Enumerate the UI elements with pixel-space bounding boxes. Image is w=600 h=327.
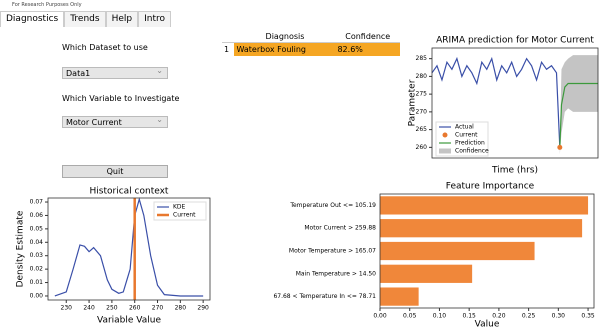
bar [380, 264, 473, 283]
x-axis-label: Variable Value [97, 316, 161, 326]
current-point [557, 144, 563, 150]
bar [380, 219, 583, 238]
cell: 82.6% [335, 42, 400, 56]
y-tick-label: 280 [416, 73, 428, 80]
x-tick-label: 240 [83, 305, 95, 312]
tab-bar: Diagnostics Trends Help Intro [0, 11, 171, 27]
chart-title: ARIMA prediction for Motor Current [436, 36, 594, 46]
header-row: Diagnosis Confidence [222, 31, 400, 43]
x-tick-label: 0.15 [462, 313, 476, 320]
window-title: For Research Purposes Only [12, 2, 82, 8]
tab[interactable]: Trends [64, 11, 106, 27]
legend-label: Prediction [455, 140, 485, 147]
plot-frame [379, 193, 595, 309]
column-header: Confidence [335, 31, 400, 43]
y-tick-label: 0.06 [30, 212, 44, 219]
confidence-band [559, 55, 598, 155]
legend-label: Actual [455, 124, 474, 131]
x-tick-label: 0.00 [373, 313, 387, 320]
diagnosis-table: Diagnosis Confidence 1 Waterbox Fouling 8… [222, 31, 400, 56]
y-axis-label: Density Estimate [16, 210, 26, 287]
column-header: Diagnosis [234, 31, 336, 43]
y-axis-label: Parameter [408, 79, 418, 126]
x-tick-label: 0.25 [522, 313, 536, 320]
x-tick-label: 0.35 [581, 313, 595, 320]
y-tick-label: 0.04 [30, 239, 44, 246]
x-tick-label: 260 [129, 305, 141, 312]
x-tick-label: 270 [152, 305, 164, 312]
y-tick-label: 275 [416, 91, 428, 98]
plot-frame [431, 47, 599, 159]
tab[interactable]: Intro [138, 11, 171, 27]
x-tick-label: 280 [175, 305, 187, 312]
category-label: Motor Temperature > 165.07 [289, 248, 376, 255]
x-axis-label: Value [475, 320, 500, 327]
series-line [559, 82, 598, 148]
quit-button[interactable]: Quit [62, 165, 168, 178]
row[interactable]: 1 Waterbox Fouling 82.6% [222, 42, 400, 56]
legend-swatch [442, 132, 448, 138]
y-tick-label: 265 [416, 126, 428, 133]
cell: Waterbox Fouling [234, 42, 336, 56]
bar [380, 241, 535, 261]
category-label: 67.68 < Temperature In <= 78.71 [273, 293, 376, 300]
x-tick-label: 0.10 [433, 313, 447, 320]
x-tick-label: 0.30 [552, 313, 566, 320]
x-axis-label: Time (hrs) [491, 166, 538, 176]
bar [380, 287, 419, 306]
category-label: Motor Current > 259.88 [304, 225, 376, 232]
dataset-label: Which Dataset to use [62, 43, 148, 52]
legend-label: Confidence [455, 148, 489, 155]
variable-dropdown[interactable]: Motor Current [62, 114, 168, 128]
chart-title: Feature Importance [446, 182, 535, 192]
y-tick-label: 0.03 [30, 252, 44, 259]
x-tick-label: 290 [197, 305, 209, 312]
y-tick-label: 0.02 [30, 266, 44, 273]
legend-label: Current [173, 212, 196, 219]
category-label: Temperature Out <= 105.19 [289, 202, 376, 209]
series-line [431, 56, 561, 148]
series-line [54, 197, 204, 297]
legend-label: Current [455, 132, 478, 139]
y-tick-label: 270 [416, 108, 428, 115]
category-label: Main Temperature > 14.50 [296, 270, 376, 277]
y-tick-label: 285 [416, 55, 428, 62]
chart-title: Historical context [90, 187, 169, 197]
tab[interactable]: Diagnostics [0, 11, 65, 27]
bar [380, 196, 589, 215]
dataset-dropdown[interactable]: Data1 [62, 65, 168, 79]
tab[interactable]: Help [105, 11, 139, 27]
plot-frame [47, 197, 211, 301]
y-tick-label: 0.01 [30, 279, 44, 286]
row-index: 1 [224, 45, 230, 54]
x-tick-label: 230 [61, 305, 73, 312]
x-tick-label: 0.05 [403, 313, 417, 320]
variable-label: Which Variable to Investigate [62, 94, 180, 103]
legend-swatch [439, 148, 451, 154]
x-tick-label: 0.20 [492, 313, 506, 320]
legend-label: KDE [173, 204, 186, 211]
y-tick-label: 260 [416, 144, 428, 151]
y-tick-label: 0.05 [30, 225, 44, 232]
y-tick-label: 0.07 [30, 199, 44, 206]
x-tick-label: 250 [106, 305, 118, 312]
y-tick-label: 0.00 [30, 292, 44, 299]
